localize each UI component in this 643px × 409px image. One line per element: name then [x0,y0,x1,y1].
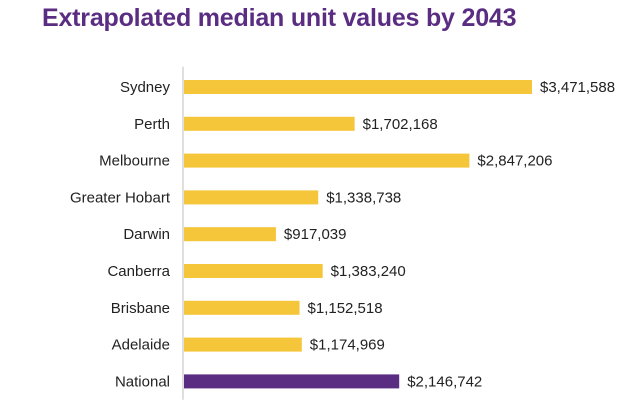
bar-canberra [184,264,323,278]
category-label-national: National [115,373,170,390]
category-label-canberra: Canberra [107,263,170,280]
value-label-sydney: $3,471,588 [540,79,615,96]
category-label-melbourne: Melbourne [99,153,170,170]
bar-greater-hobart [184,190,319,205]
value-label-greater-hobart: $1,338,738 [326,189,401,206]
category-label-greater-hobart: Greater Hobart [70,189,171,206]
value-label-perth: $1,702,168 [363,116,438,133]
category-label-adelaide: Adelaide [112,337,170,354]
bar-sydney [184,80,532,94]
value-label-darwin: $917,039 [284,226,347,243]
bar-adelaide [184,337,302,352]
value-label-melbourne: $2,847,206 [477,153,552,170]
category-label-brisbane: Brisbane [111,300,170,317]
chart-title: Extrapolated median unit values by 2043 [42,4,517,32]
category-label-sydney: Sydney [120,79,171,96]
bar-national [184,374,400,389]
bar-melbourne [184,153,470,168]
value-label-canberra: $1,383,240 [331,263,406,280]
bar-perth [184,116,355,131]
category-label-darwin: Darwin [123,226,170,243]
value-label-national: $2,146,742 [407,373,482,390]
value-label-brisbane: $1,152,518 [308,300,383,317]
bar-darwin [184,227,276,242]
value-label-adelaide: $1,174,969 [310,337,385,354]
category-label-perth: Perth [134,116,170,133]
bar-brisbane [184,300,300,315]
